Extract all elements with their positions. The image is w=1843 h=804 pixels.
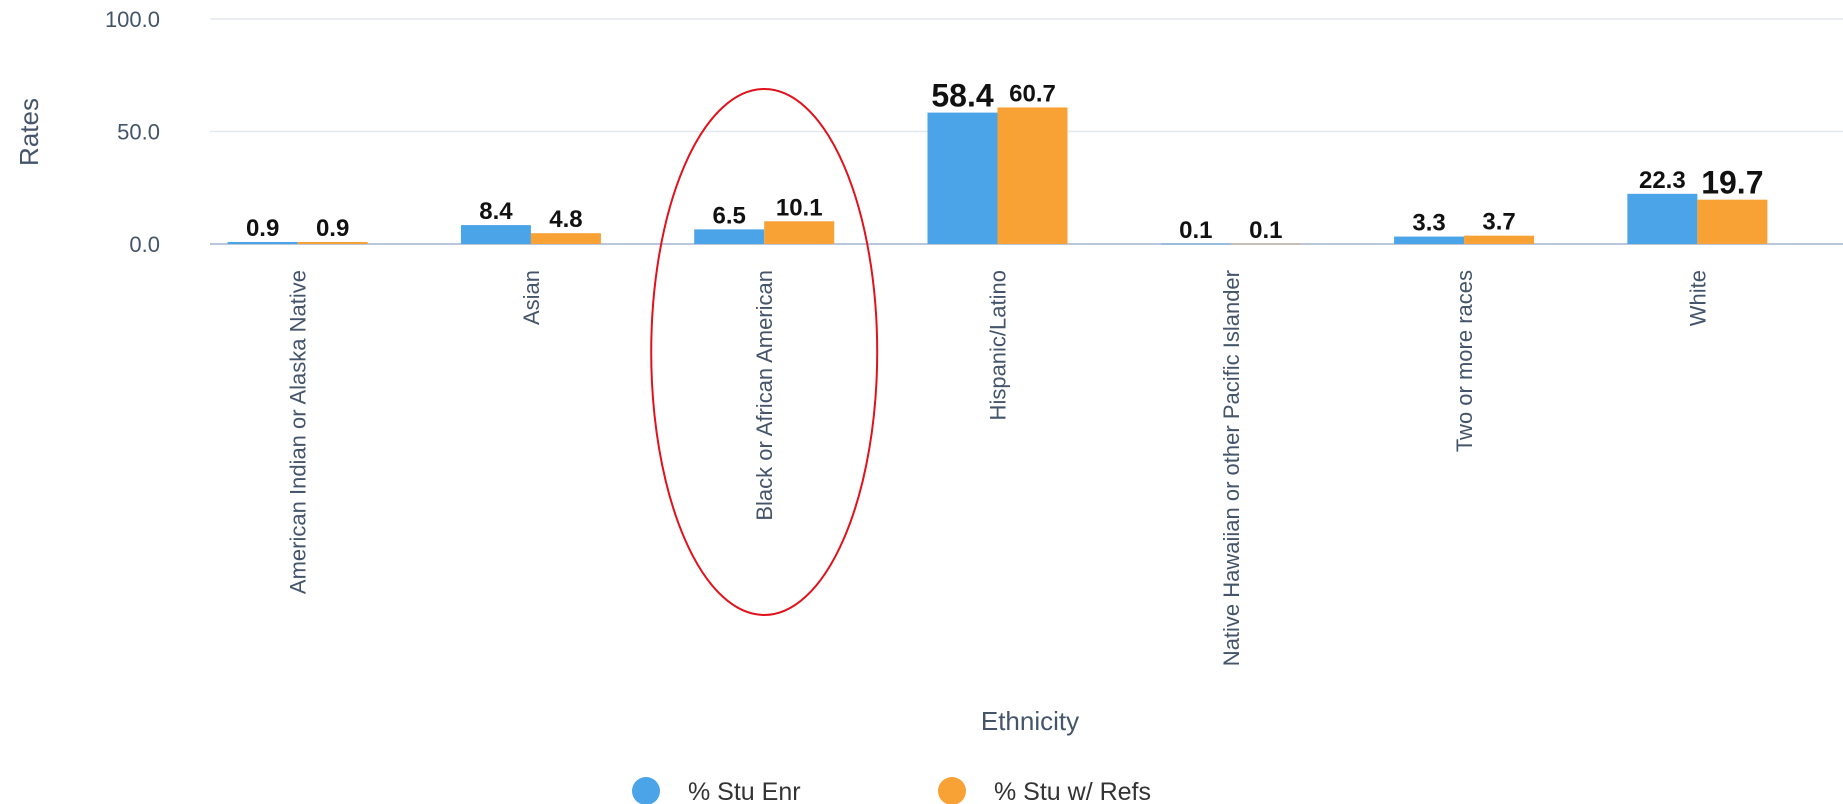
data-label: 6.5	[713, 202, 746, 229]
legend: % Stu Enr % Stu w/ Refs	[632, 777, 1151, 804]
bar	[1697, 199, 1768, 244]
data-label: 4.8	[549, 206, 582, 233]
legend-label: % Stu w/ Refs	[994, 778, 1151, 804]
legend-label: % Stu Enr	[688, 778, 801, 804]
y-tick-label: 0.0	[129, 232, 160, 257]
category-label: Two or more races	[1452, 270, 1477, 452]
category-label: Black or African American	[752, 270, 777, 521]
y-axis-title: Rates	[14, 98, 44, 166]
x-axis-title: Ethnicity	[981, 706, 1079, 736]
bar	[227, 241, 298, 244]
legend-marker	[938, 777, 966, 804]
bar	[1464, 235, 1535, 244]
data-label: 0.1	[1249, 217, 1282, 244]
bar	[460, 225, 531, 244]
highlight-ellipse	[650, 88, 879, 616]
y-tick-label: 100.0	[105, 7, 160, 32]
data-label: 58.4	[931, 78, 993, 114]
data-label: 19.7	[1701, 165, 1763, 201]
y-tick-label: 50.0	[117, 120, 160, 145]
legend-marker	[632, 777, 660, 804]
category-label: Hispanic/Latino	[986, 270, 1011, 420]
data-label: 22.3	[1639, 167, 1686, 194]
bar	[297, 241, 368, 244]
y-axis-ticks: 0.0 50.0 100.0	[105, 7, 160, 257]
x-axis-categories: American Indian or Alaska Native Asian Bla…	[286, 270, 1711, 666]
data-label: 3.7	[1482, 209, 1515, 236]
data-label: 3.3	[1412, 210, 1445, 237]
bar	[1230, 243, 1301, 245]
bar	[927, 112, 998, 244]
bar	[694, 229, 765, 244]
bar	[764, 221, 835, 244]
data-label: 0.9	[316, 215, 349, 242]
data-label: 0.9	[246, 215, 279, 242]
bars	[227, 107, 1768, 245]
category-label: American Indian or Alaska Native	[286, 270, 311, 594]
bar	[1394, 236, 1465, 244]
bar	[1160, 243, 1231, 245]
data-label: 60.7	[1009, 80, 1056, 107]
data-label: 8.4	[479, 198, 513, 225]
data-label: 0.1	[1179, 217, 1212, 244]
bar	[997, 107, 1068, 244]
category-label: Native Hawaiian or other Pacific Islande…	[1219, 270, 1244, 666]
data-label: 10.1	[776, 194, 823, 221]
category-label: White	[1685, 270, 1710, 326]
category-label: Asian	[519, 270, 544, 325]
data-labels: 0.9 0.9 8.4 4.8 6.5 10.1 58.4 60.7 0.1 0.1 3.3 3.7 2…	[246, 78, 1764, 244]
bar	[530, 233, 601, 244]
bar	[1627, 193, 1698, 244]
